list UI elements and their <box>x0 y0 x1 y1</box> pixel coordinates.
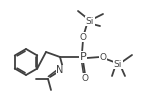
Text: Si: Si <box>86 17 94 26</box>
Text: N: N <box>56 65 64 75</box>
Text: O: O <box>80 33 86 42</box>
Text: O: O <box>100 53 106 61</box>
Text: O: O <box>82 73 88 82</box>
Text: P: P <box>80 52 86 62</box>
Text: Si: Si <box>114 59 122 68</box>
